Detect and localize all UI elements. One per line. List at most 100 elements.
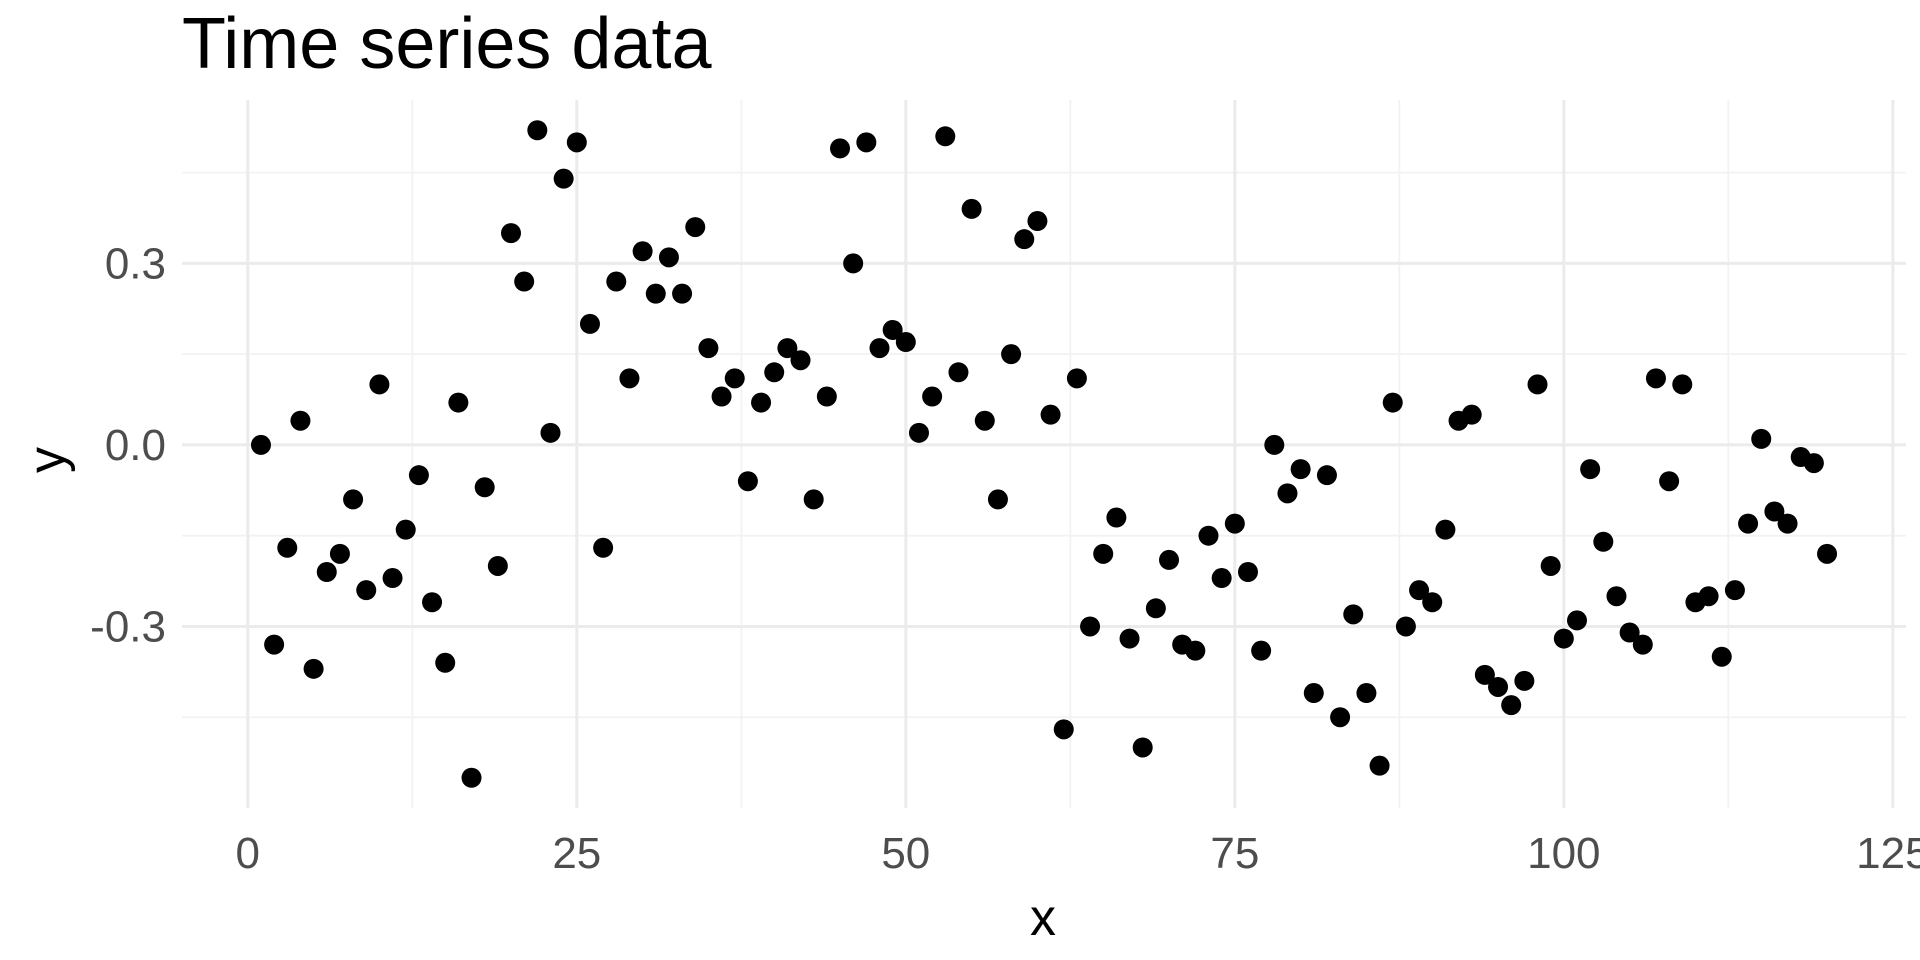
x-axis-title: x: [1030, 889, 1056, 947]
data-point: [908, 422, 929, 443]
data-point: [382, 568, 403, 589]
data-point: [1382, 392, 1403, 413]
data-point: [803, 489, 824, 510]
data-point: [1751, 428, 1772, 449]
data-point: [816, 386, 837, 407]
data-point: [1632, 634, 1653, 655]
data-point: [882, 319, 903, 340]
data-point: [790, 350, 811, 371]
data-point: [264, 634, 285, 655]
data-point: [1159, 549, 1180, 570]
data-point: [408, 465, 429, 486]
x-tick-labels: 0 25 50 75 100 125: [236, 829, 1920, 878]
data-point: [1738, 513, 1759, 534]
data-point: [501, 223, 522, 244]
data-point: [369, 374, 390, 395]
data-point: [579, 313, 600, 334]
data-point: [277, 537, 298, 558]
data-point: [1409, 580, 1430, 601]
data-point: [1566, 610, 1587, 631]
data-point: [1777, 513, 1798, 534]
data-point: [1461, 404, 1482, 425]
y-axis-title: y: [18, 447, 76, 473]
data-point: [356, 580, 377, 601]
data-point: [1264, 434, 1285, 455]
data-point: [1580, 459, 1601, 480]
data-point: [1066, 368, 1087, 389]
data-point: [1027, 211, 1048, 232]
data-point: [1645, 368, 1666, 389]
data-point: [540, 422, 561, 443]
data-point: [395, 519, 416, 540]
data-point: [1474, 664, 1495, 685]
data-point: [1198, 525, 1219, 546]
data-point: [658, 247, 679, 268]
y-tick-label: 0.0: [105, 421, 166, 470]
data-point: [1540, 555, 1561, 576]
data-point: [1593, 531, 1614, 552]
data-point: [1145, 598, 1166, 619]
data-point: [987, 489, 1008, 510]
data-point: [1501, 695, 1522, 716]
data-point: [290, 410, 311, 431]
data-point: [1080, 616, 1101, 637]
data-point: [1185, 640, 1206, 661]
data-point: [1277, 483, 1298, 504]
data-point: [1053, 719, 1074, 740]
x-tick-label: 75: [1210, 829, 1259, 878]
x-tick-label: 125: [1856, 829, 1920, 878]
data-point: [527, 120, 548, 141]
data-point: [1014, 229, 1035, 250]
data-point: [1435, 519, 1456, 540]
x-tick-label: 100: [1527, 829, 1600, 878]
data-point: [764, 362, 785, 383]
data-point: [329, 543, 350, 564]
data-point: [1764, 501, 1785, 522]
data-point: [1093, 543, 1114, 564]
data-point: [1343, 604, 1364, 625]
data-point: [1303, 683, 1324, 704]
data-point: [1553, 628, 1574, 649]
data-point: [895, 332, 916, 353]
data-point: [461, 767, 482, 788]
data-point: [1659, 471, 1680, 492]
data-point: [1619, 622, 1640, 643]
data-point: [1488, 676, 1509, 697]
data-point: [698, 338, 719, 359]
data-point: [1356, 683, 1377, 704]
data-point: [843, 253, 864, 274]
data-point: [1672, 374, 1693, 395]
x-tick-label: 50: [881, 829, 930, 878]
data-point: [1817, 543, 1838, 564]
data-points: [250, 120, 1838, 788]
chart-title: Time series data: [182, 4, 712, 84]
data-point: [1330, 707, 1351, 728]
data-point: [1698, 586, 1719, 607]
data-point: [1606, 586, 1627, 607]
data-point: [593, 537, 614, 558]
data-point: [1369, 755, 1390, 776]
data-point: [1803, 453, 1824, 474]
data-point: [777, 338, 798, 359]
data-point: [1395, 616, 1416, 637]
data-point: [724, 368, 745, 389]
data-point: [1132, 737, 1153, 758]
data-point: [856, 132, 877, 153]
data-point: [553, 168, 574, 189]
data-point: [737, 471, 758, 492]
data-point: [974, 410, 995, 431]
y-tick-label: -0.3: [90, 602, 166, 651]
data-point: [948, 362, 969, 383]
data-point: [619, 368, 640, 389]
data-point: [422, 592, 443, 613]
data-point: [1290, 459, 1311, 480]
data-point: [685, 217, 706, 238]
data-point: [250, 434, 271, 455]
data-point: [711, 386, 732, 407]
x-tick-label: 25: [552, 829, 601, 878]
data-point: [448, 392, 469, 413]
data-point: [751, 392, 772, 413]
data-point: [606, 271, 627, 292]
data-point: [1422, 592, 1443, 613]
